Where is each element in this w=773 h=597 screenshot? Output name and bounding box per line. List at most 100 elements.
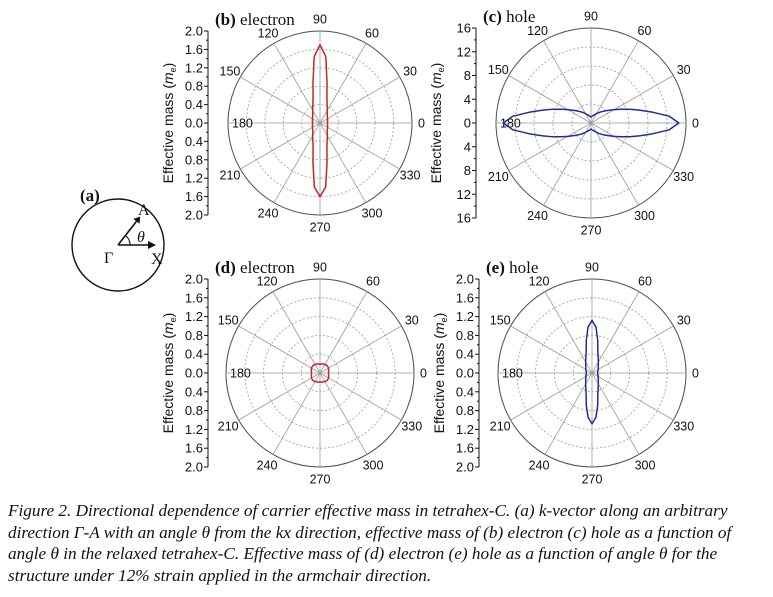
- data-point: [326, 148, 328, 150]
- y-axis-title: Effective mass (me): [160, 313, 178, 434]
- panel-label: (d): [215, 258, 236, 277]
- angle-tick-label: 120: [257, 275, 278, 289]
- angle-tick-label: 90: [585, 261, 599, 275]
- data-point: [324, 363, 326, 366]
- schematic-label: (a): [80, 186, 100, 205]
- data-point: [613, 109, 615, 111]
- panel-b: 0 30 60 90 120 150 180 210 240 270 300 330 2.0 1.6 1.2…: [160, 10, 425, 235]
- radial-tick-label: 16: [457, 21, 471, 36]
- data-point: [326, 124, 329, 126]
- polar-spoke: [238, 372, 321, 421]
- angle-tick-label: 240: [257, 458, 278, 472]
- data-point: [324, 380, 326, 383]
- panel-c: 0 30 60 90 120 150 180 210 240 270 300 330 16 12 8 4 0 4 8…: [428, 7, 699, 238]
- angle-tick-label: 270: [310, 473, 331, 487]
- polar-spoke: [319, 122, 400, 170]
- data-point: [599, 111, 601, 113]
- data-point: [587, 326, 589, 328]
- data-point: [312, 379, 314, 381]
- data-point: [310, 377, 313, 379]
- y-axis-title-main: Effective mass (: [160, 84, 176, 184]
- data-point: [326, 126, 329, 128]
- radial-tick-label: 0.8: [185, 403, 203, 418]
- data-point: [585, 404, 587, 406]
- data-point: [552, 136, 554, 138]
- a-direction-line: [117, 220, 138, 246]
- data-point: [567, 135, 569, 137]
- data-point: [590, 116, 592, 118]
- angle-tick-label: 270: [582, 473, 603, 487]
- angle-tick-label: 90: [313, 13, 327, 27]
- data-point: [312, 109, 314, 111]
- radial-tick-label: 0: [464, 116, 471, 131]
- data-point: [597, 361, 599, 363]
- polar-spoke: [508, 122, 592, 171]
- data-point: [314, 380, 316, 383]
- y-axis-title-main: Effective mass (: [428, 84, 444, 184]
- schematic-a: (a) θA Γ X: [71, 186, 165, 292]
- angle-tick-label: 150: [220, 65, 241, 79]
- data-point: [326, 135, 328, 137]
- data-point: [585, 373, 587, 376]
- data-point: [597, 373, 599, 376]
- data-point: [592, 114, 594, 117]
- polar-spoke: [272, 372, 321, 455]
- angle-tick-label: 150: [488, 63, 509, 77]
- data-point: [620, 136, 622, 138]
- panel-title-text: electron: [236, 258, 295, 277]
- radial-tick-label: 0.0: [456, 366, 474, 381]
- radial-tick-label: 2.0: [185, 208, 203, 223]
- angle-tick-label: 330: [673, 420, 694, 434]
- radial-tick-label: 0.4: [456, 384, 474, 399]
- angle-tick-label: 90: [313, 261, 327, 275]
- y-axis-title-main: Effective mass (: [160, 334, 176, 434]
- data-point: [327, 367, 330, 369]
- data-point: [325, 55, 327, 58]
- angle-tick-label: 120: [529, 275, 550, 289]
- angle-tick-label: 330: [400, 169, 421, 183]
- y-axis-title: Effective mass (me): [428, 63, 446, 184]
- radial-tick-label: 1.6: [185, 42, 203, 57]
- data-point: [326, 118, 329, 120]
- polar-spoke: [591, 291, 640, 374]
- polar-spoke: [591, 372, 640, 455]
- data-point: [585, 368, 587, 371]
- data-point: [597, 383, 599, 385]
- data-point: [604, 134, 607, 136]
- data-point: [312, 102, 314, 105]
- data-point: [312, 115, 314, 117]
- panel-title: (c) hole: [483, 7, 535, 26]
- panel-title-text: electron: [236, 10, 295, 29]
- data-point: [316, 363, 319, 365]
- polar-spoke: [544, 372, 593, 455]
- data-point: [595, 416, 597, 419]
- data-point: [312, 141, 314, 144]
- data-point: [597, 375, 599, 378]
- data-point: [595, 113, 597, 115]
- theta-label: θ: [137, 229, 145, 246]
- panel-d: 0 30 60 90 120 150 180 210 240 270 300 330 2.0 1.6 1.2…: [160, 258, 427, 487]
- angle-tick-label: 180: [500, 117, 521, 131]
- data-point: [326, 129, 328, 131]
- data-point: [312, 162, 314, 164]
- y-axis-title-close: ): [428, 63, 444, 68]
- radial-tick-label: 2.0: [456, 272, 474, 287]
- angle-tick-label: 180: [502, 367, 523, 381]
- data-point: [597, 368, 599, 371]
- data-point: [591, 319, 593, 321]
- angle-tick-label: 180: [230, 367, 251, 381]
- data-point: [585, 350, 587, 352]
- data-point: [597, 404, 599, 406]
- radial-tick-label: 0.8: [185, 152, 203, 167]
- panel-label: (b): [215, 10, 236, 29]
- angle-tick-label: 150: [218, 314, 239, 328]
- data-point: [328, 370, 330, 372]
- polar-spoke: [591, 325, 674, 374]
- polar-spoke: [319, 291, 368, 374]
- angle-tick-label: 300: [363, 458, 384, 472]
- angle-arc: [125, 235, 131, 246]
- data-point: [585, 394, 587, 396]
- polar-spoke: [590, 122, 674, 171]
- y-axis-title-unit: m: [431, 322, 447, 334]
- data-point: [312, 82, 314, 84]
